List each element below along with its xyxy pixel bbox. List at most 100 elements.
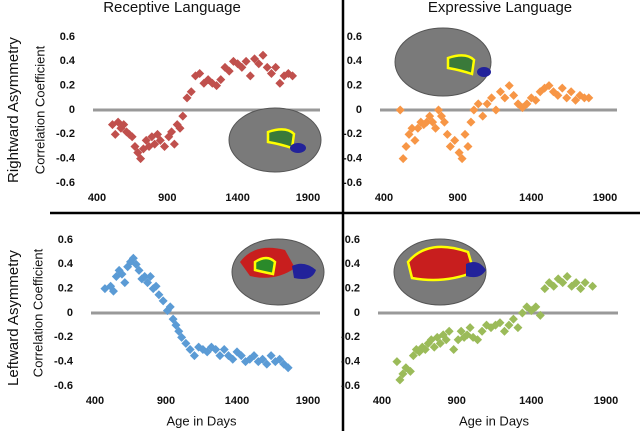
y-tick-label: -0.6 [343,177,362,189]
point [442,129,452,139]
y-tick-label: -0.6 [56,177,75,189]
column-title: Receptive Language [103,0,241,16]
y-tick-label: -0.4 [54,356,74,368]
point [181,338,191,348]
point [441,335,451,345]
y-tick-label: 0.4 [345,258,361,270]
y-axis-label: Correlation Coefficient [32,45,47,174]
y-tick-label: -0.2 [341,331,360,343]
point [413,123,423,133]
point [473,335,483,345]
x-tick-label: 1400 [225,395,249,407]
point [136,154,146,164]
point [504,81,514,91]
point [405,366,415,376]
brain-image [394,27,492,97]
y-tick-label: 0 [69,104,75,116]
y-tick-label: 0.6 [347,31,362,43]
point [185,345,195,354]
point [513,323,523,333]
point [145,272,155,281]
x-tick-label: 1900 [593,192,617,204]
point [258,50,268,60]
point [266,351,276,361]
brain-image [228,107,322,173]
x-tick-label: 1900 [594,395,618,407]
y-tick-label: 0.6 [60,31,75,43]
point [398,154,408,164]
point [434,105,444,115]
point [228,56,238,66]
x-tick-label: 1400 [225,192,249,204]
point [495,318,505,328]
point [422,117,432,127]
y-tick-label: -0.2 [54,331,73,343]
point [436,111,446,121]
point [463,142,473,151]
point [454,148,464,158]
x-tick-label: 900 [447,395,465,407]
x-tick-label: 1900 [296,395,320,407]
point [531,95,541,105]
y-tick-label: 0 [356,104,362,116]
y-axis-label: Correlation Coefficient [30,248,45,377]
point [588,281,598,291]
point [571,278,581,288]
point [275,78,285,88]
y-tick-label: -0.6 [54,380,73,392]
point [482,99,492,109]
y-tick-label: -0.6 [341,380,360,392]
point [233,59,243,69]
point [540,284,550,294]
point [499,326,509,336]
y-tick-label: 0.4 [60,55,76,67]
x-tick-label: 400 [86,395,104,407]
point [178,111,188,121]
point [241,56,251,66]
row-label: Leftward Asymmetry [5,250,22,386]
point [444,326,454,336]
brain-image [231,238,325,306]
point [169,139,179,149]
point [398,369,408,379]
y-tick-label: -0.2 [343,128,362,140]
y-tick-label: 0.4 [58,258,74,270]
x-tick-label: 400 [373,395,391,407]
point [160,142,170,151]
x-tick-label: 900 [157,395,175,407]
point [172,120,182,130]
point [549,281,559,291]
point [404,129,414,139]
x-tick-label: 1400 [519,192,543,204]
point [266,69,276,78]
point [431,123,441,133]
x-tick-label: 400 [375,192,393,204]
point [236,351,246,361]
point [504,320,514,330]
point [110,129,120,139]
point [150,139,160,149]
x-axis-label: Age in Days [459,413,530,428]
point [469,105,479,115]
point [460,129,470,139]
point [271,62,281,72]
point [509,90,519,100]
point [254,59,264,69]
point [478,111,488,121]
y-tick-label: 0.2 [345,283,360,295]
point [167,127,177,137]
x-tick-label: 900 [448,192,466,204]
point [473,99,483,109]
y-tick-label: 0.6 [345,234,360,246]
y-tick-label: 0.4 [347,55,363,67]
point [487,93,497,103]
point [508,314,518,324]
point [158,296,168,306]
point [134,265,144,275]
point [215,351,225,361]
point [262,62,272,72]
point [491,105,501,115]
y-tick-label: -0.4 [343,153,363,165]
x-tick-label: 1900 [296,192,320,204]
